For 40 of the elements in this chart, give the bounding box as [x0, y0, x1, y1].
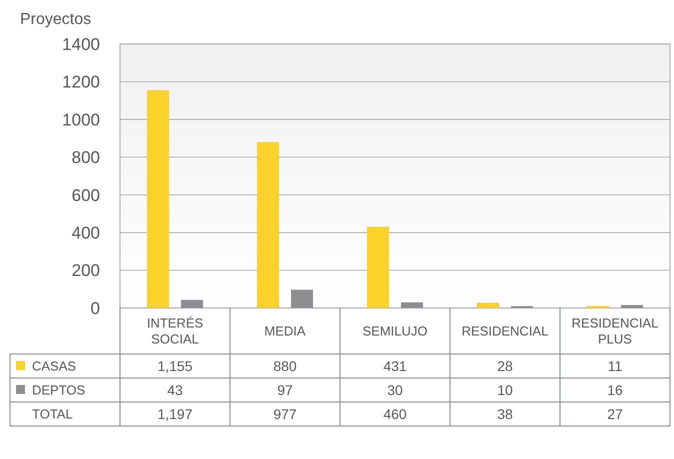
- x-tick-label: RESIDENCIAL: [462, 324, 548, 339]
- data-label: 16: [607, 382, 623, 398]
- y-axis-title: Proyectos: [20, 11, 92, 28]
- data-label: 43: [167, 382, 183, 398]
- y-tick-label: 800: [72, 148, 100, 168]
- y-tick-label: 200: [72, 261, 100, 280]
- data-label: 97: [277, 382, 293, 398]
- bar: [621, 304, 643, 308]
- bar: [147, 90, 169, 308]
- data-label: 10: [497, 382, 513, 398]
- y-tick-label: 600: [72, 186, 100, 205]
- x-tick-label: MEDIA: [264, 324, 306, 339]
- bar: [401, 302, 423, 308]
- text: 27: [607, 406, 623, 422]
- text: 1,197: [157, 406, 193, 422]
- y-tick-label: 1400: [62, 34, 100, 54]
- bar: [257, 142, 279, 308]
- text: 460: [383, 406, 407, 422]
- data-label: 1,155: [157, 358, 193, 374]
- x-tick-label: SEMILUJO: [362, 324, 428, 339]
- text: 38: [497, 406, 513, 422]
- y-tick-label: 1200: [62, 72, 100, 92]
- x-tick-label: RESIDENCIAL PLUS: [572, 316, 658, 347]
- data-label: 880: [273, 358, 297, 374]
- x-tick-label: INTERÉS SOCIAL: [146, 316, 204, 347]
- y-tick-label: 1000: [62, 110, 100, 130]
- data-label: 11: [608, 358, 622, 374]
- bar: [477, 302, 499, 308]
- data-label: 431: [383, 358, 407, 374]
- text: 977: [273, 406, 297, 422]
- y-tick-label: 400: [72, 224, 100, 243]
- bar: [181, 300, 203, 308]
- text: TOTAL: [32, 406, 73, 422]
- y-tick-label: 0: [90, 298, 100, 318]
- legend-label: CASAS: [32, 358, 76, 374]
- bar: [367, 226, 389, 308]
- data-label: 30: [387, 382, 403, 398]
- data-label: 28: [497, 358, 513, 374]
- bar: [291, 290, 313, 308]
- legend-label: DEPTOS: [32, 382, 86, 398]
